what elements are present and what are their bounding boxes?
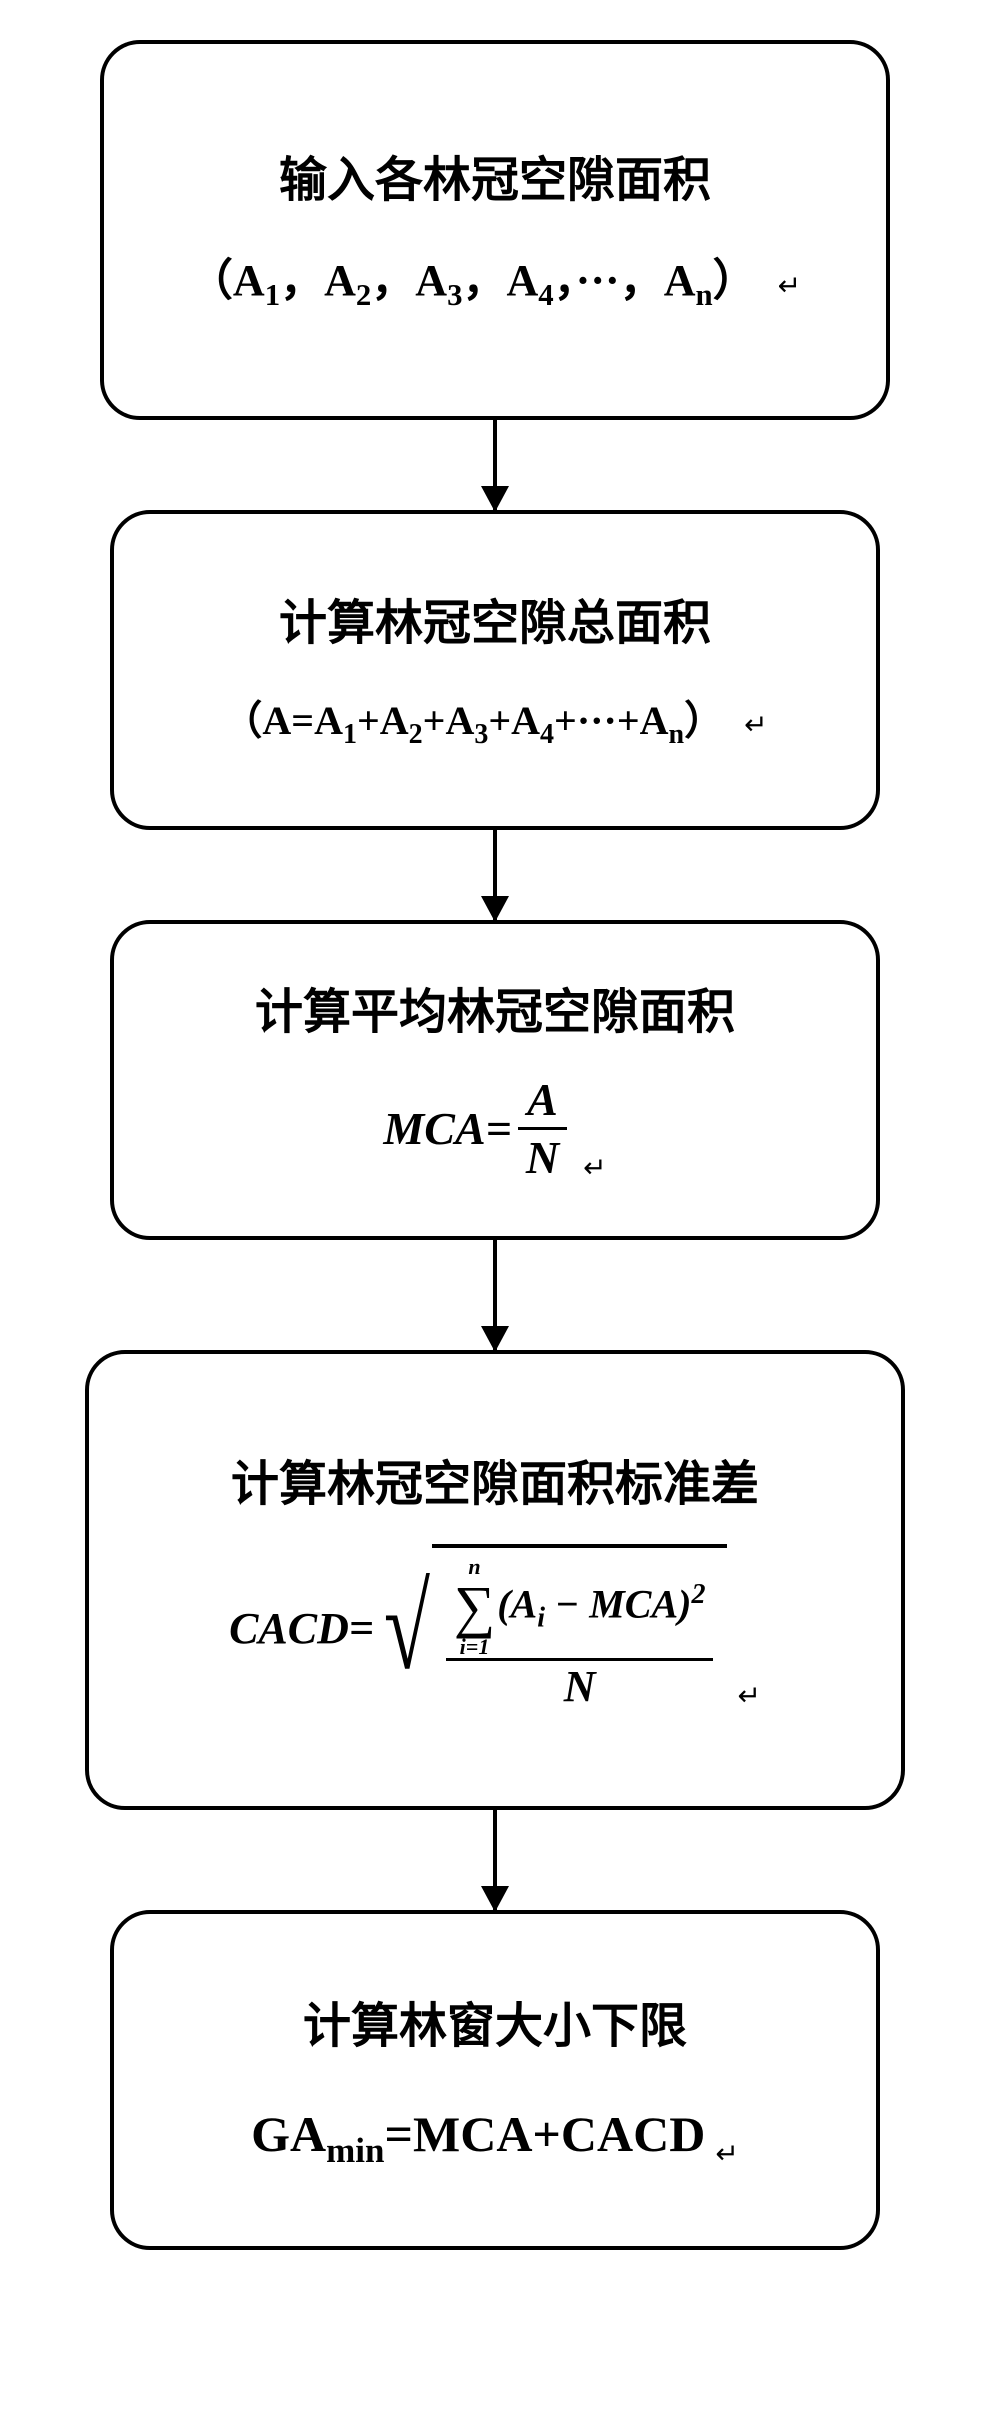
sigma-icon: n ∑ i=1: [454, 1556, 495, 1658]
cacd-den: N: [556, 1661, 604, 1714]
cacd-eq: =: [349, 1603, 374, 1654]
cacd-fraction: n ∑ i=1 (Ai − MCA)2 N: [446, 1556, 714, 1714]
ga-rhs: MCA+CACD: [413, 2106, 705, 2162]
sep: ，: [620, 256, 664, 305]
arrow-1-2: [493, 420, 497, 510]
item-a2: A2: [324, 256, 371, 305]
mca-num: A: [519, 1072, 566, 1127]
mca-fraction: A N: [518, 1072, 567, 1185]
item-a1: A1: [233, 256, 280, 305]
paren-open: （: [189, 256, 233, 305]
mca-den: N: [518, 1130, 567, 1185]
tail-mark: ↵: [583, 1151, 606, 1185]
box4-formula: CACD = √ n ∑ i=1 (Ai − MCA)2: [229, 1544, 761, 1714]
box5-formula: GAmin=MCA+CACD ↵: [251, 2105, 739, 2171]
box4-title: 计算林冠空隙面积标准差: [231, 1447, 759, 1524]
expr-sub: i: [537, 1602, 545, 1633]
expr-mid: − MCA): [545, 1581, 691, 1626]
tail-mark: ↵: [737, 1679, 760, 1713]
expr-left: (A: [497, 1581, 537, 1626]
item-an: An: [664, 256, 713, 305]
arrow-2-3: [493, 830, 497, 920]
arrow-4-5: [493, 1810, 497, 1910]
expr-exp: 2: [691, 1579, 705, 1610]
paren-close: ）: [713, 256, 757, 305]
tail-mark: ↵: [778, 271, 801, 302]
item-a3: A3: [415, 256, 462, 305]
sqrt-wrap: √ n ∑ i=1 (Ai − MCA)2 N: [374, 1544, 727, 1714]
sqrt-icon: √: [384, 1568, 430, 1688]
flow-box-input: 输入各林冠空隙面积 （A1，A2，A3，A4，···，An） ↵: [100, 40, 890, 420]
flow-box-total-area: 计算林冠空隙总面积 （A=A1+A2+A3+A4+···+An） ↵: [110, 510, 880, 830]
sigma-glyph: ∑: [454, 1578, 495, 1636]
box2-title: 计算林冠空隙总面积: [279, 586, 711, 663]
box3-formula: MCA = A N ↵: [383, 1072, 606, 1185]
box1-detail: （A1，A2，A3，A4，···，An） ↵: [189, 250, 801, 317]
tail-mark: ↵: [744, 710, 767, 741]
ga-eq: =: [385, 2106, 414, 2162]
item-a4: A4: [506, 256, 553, 305]
cacd-lhs: CACD: [229, 1603, 349, 1654]
box2-formula: （A=A1+A2+A3+A4+···+An）: [222, 698, 724, 743]
ga-sub: min: [326, 2131, 384, 2170]
sep: ，: [462, 256, 506, 305]
sep: ，: [554, 256, 576, 305]
box3-title: 计算平均林冠空隙面积: [255, 975, 735, 1052]
sum-expr: (Ai − MCA)2: [497, 1578, 705, 1635]
sep: ，: [280, 256, 324, 305]
flow-box-gap-min: 计算林窗大小下限 GAmin=MCA+CACD ↵: [110, 1910, 880, 2250]
box2-detail: （A=A1+A2+A3+A4+···+An） ↵: [222, 693, 767, 754]
gamin: GAmin=MCA+CACD: [251, 2105, 705, 2171]
box1-title: 输入各林冠空隙面积: [279, 143, 711, 220]
mca-lhs: MCA: [383, 1102, 485, 1155]
item-dots: ···: [576, 256, 620, 305]
flow-box-std-dev: 计算林冠空隙面积标准差 CACD = √ n ∑ i=1 (Ai − MCA)2: [85, 1350, 905, 1810]
mca-eq: =: [486, 1102, 512, 1155]
sum-lower: i=1: [460, 1636, 490, 1658]
box5-title: 计算林窗大小下限: [303, 1989, 687, 2066]
flow-box-mean-area: 计算平均林冠空隙面积 MCA = A N ↵: [110, 920, 880, 1240]
tail-mark: ↵: [715, 2137, 738, 2171]
arrow-3-4: [493, 1240, 497, 1350]
cacd-num: n ∑ i=1 (Ai − MCA)2: [446, 1556, 714, 1658]
ga-lhs: GA: [251, 2106, 326, 2162]
sqrt-body: n ∑ i=1 (Ai − MCA)2 N: [432, 1544, 728, 1714]
sep: ，: [371, 256, 415, 305]
